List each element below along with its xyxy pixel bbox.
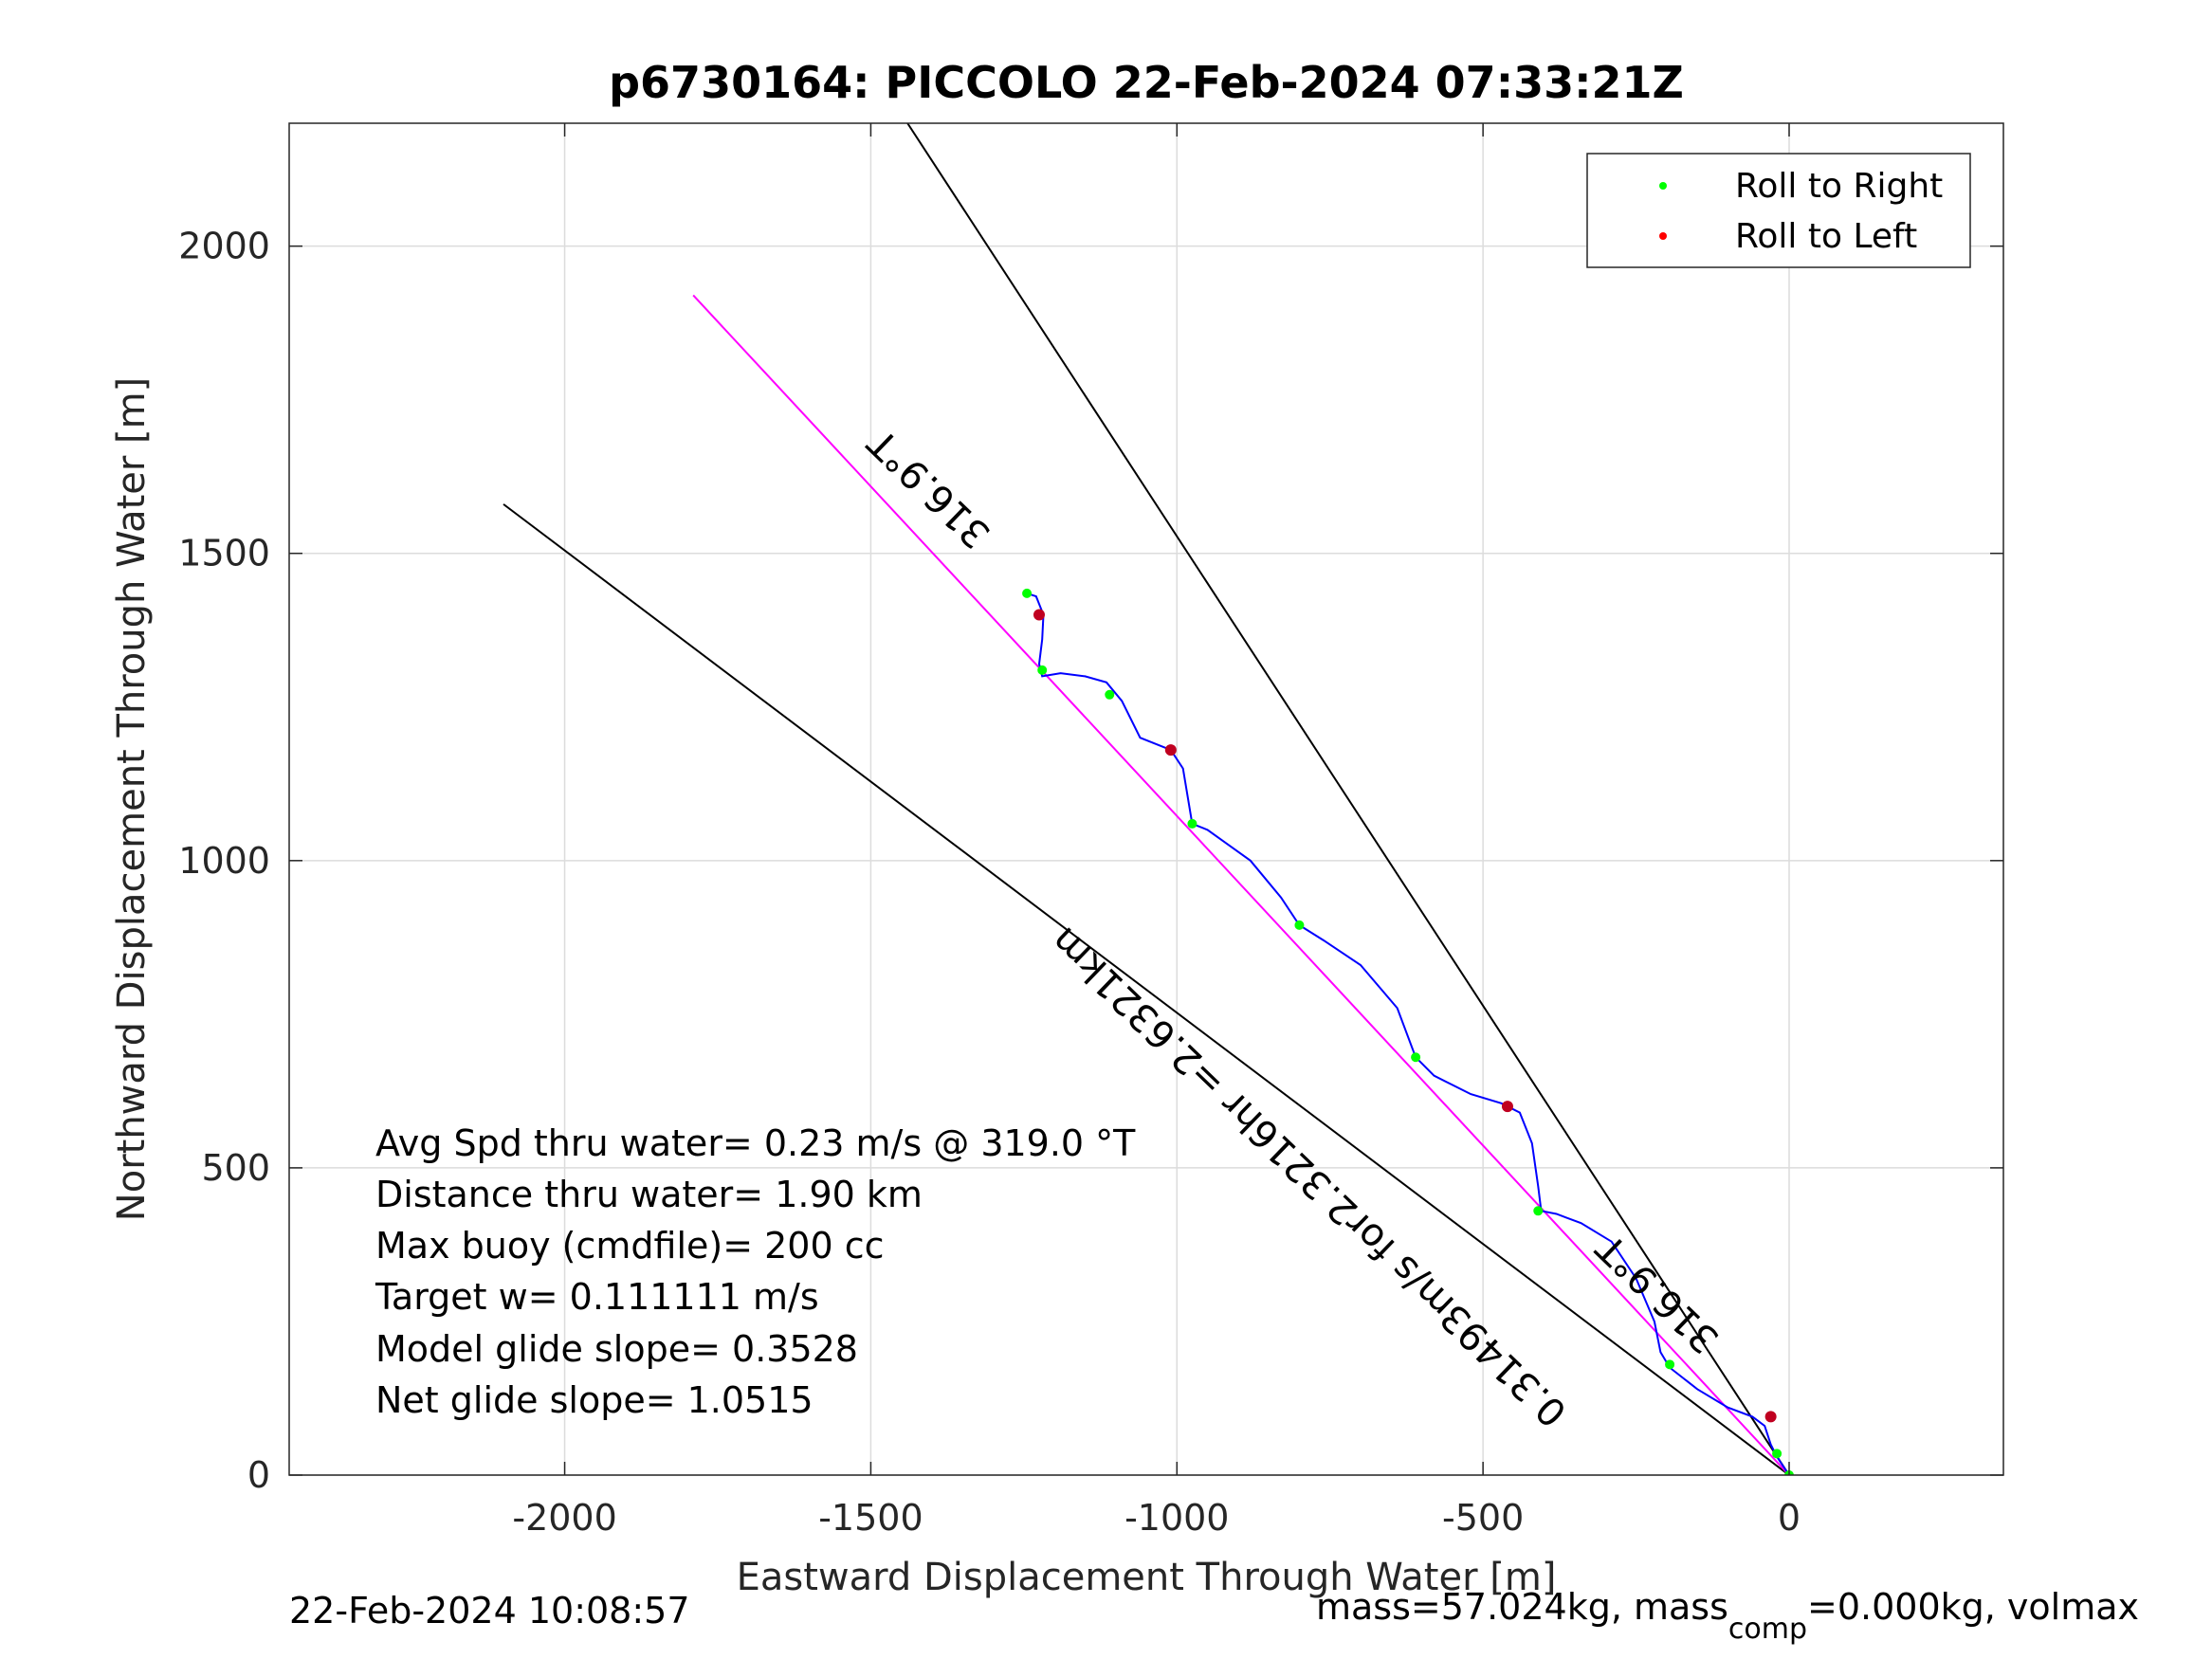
footer-mass-prefix: mass=57.024kg, mass: [1316, 1586, 1728, 1628]
roll-left-point: [1501, 1101, 1513, 1113]
footer-mass-subscript: comp: [1728, 1613, 1807, 1646]
legend-marker-roll-left: [1659, 232, 1667, 240]
stat-net-glide: Net glide slope= 1.0515: [375, 1379, 814, 1421]
stat-max-buoy: Max buoy (cmdfile)= 200 cc: [375, 1225, 885, 1267]
roll-right-point: [1294, 920, 1305, 930]
roll-right-point: [1411, 1052, 1421, 1063]
stat-target-w: Target w= 0.111111 m/s: [375, 1276, 819, 1318]
x-tick-label: 0: [1778, 1497, 1801, 1539]
y-tick-label: 1500: [178, 533, 270, 574]
roll-right-point: [1037, 665, 1048, 675]
legend-box: [1586, 153, 1971, 268]
y-tick-label: 500: [201, 1147, 270, 1189]
legend-label-roll-right: Roll to Right: [1735, 167, 1943, 206]
plot-frame: [288, 122, 2004, 1476]
roll-right-point: [1665, 1359, 1675, 1370]
x-axis-label: Eastward Displacement Through Water [m]: [737, 1556, 1557, 1599]
footer-mass: mass=57.024kg, masscomp=0.000kg, volmax: [1316, 1586, 2139, 1646]
heading-cone-line: [503, 503, 1790, 1475]
legend-label-roll-left: Roll to Left: [1735, 217, 1917, 256]
heading-cone-line: [906, 123, 1790, 1475]
roll-right-point: [1533, 1206, 1544, 1216]
footer-timestamp: 22-Feb-2024 10:08:57: [289, 1590, 690, 1632]
x-tick-label: -500: [1442, 1497, 1524, 1539]
heading-line: [692, 294, 1790, 1475]
roll-left-point: [1033, 609, 1045, 621]
chart-title: p6730164: PICCOLO 22-Feb-2024 07:33:21Z: [609, 57, 1684, 108]
stat-distance: Distance thru water= 1.90 km: [375, 1174, 923, 1215]
stat-avg-speed: Avg Spd thru water= 0.23 m/s @ 319.0 °T: [375, 1122, 1136, 1164]
stat-model-glide: Model glide slope= 0.3528: [375, 1328, 858, 1370]
roll-right-point: [1772, 1449, 1782, 1459]
plot-content: [503, 123, 1794, 1475]
x-tick-label: -1500: [818, 1497, 923, 1539]
ticks: -2000 -1500 -1000 -500 0 0 500 1000 1500 2000: [178, 123, 2003, 1539]
footer-mass-suffix: =0.000kg, volmax: [1807, 1586, 2139, 1628]
legend-marker-roll-right: [1659, 182, 1667, 190]
x-tick-label: -1000: [1124, 1497, 1229, 1539]
y-tick-label: 0: [247, 1454, 270, 1496]
legend: Roll to Right Roll to Left: [1586, 153, 1971, 268]
roll-right-point: [1022, 588, 1033, 598]
roll-right-point: [1187, 818, 1197, 829]
y-tick-label: 2000: [178, 226, 270, 267]
roll-right-point: [1105, 689, 1115, 700]
stats-block: Avg Spd thru water= 0.23 m/s @ 319.0 °T …: [375, 1122, 1136, 1421]
y-axis-label: Northward Displacement Through Water [m]: [110, 377, 154, 1221]
roll-left-point: [1764, 1411, 1777, 1423]
roll-left-point: [1164, 744, 1177, 757]
y-tick-label: 1000: [178, 840, 270, 882]
x-tick-label: -2000: [512, 1497, 616, 1539]
